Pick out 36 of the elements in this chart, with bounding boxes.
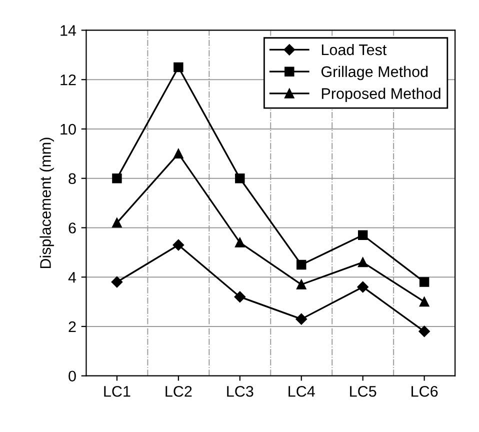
y-tick-label: 2 bbox=[68, 321, 76, 332]
x-tick-label: LC2 bbox=[166, 386, 192, 397]
point bbox=[296, 313, 307, 325]
x-tick-label: LC5 bbox=[350, 386, 376, 397]
legend-label: Proposed Method bbox=[322, 88, 440, 102]
point bbox=[234, 291, 246, 302]
y-tick-label: 8 bbox=[68, 173, 76, 184]
point bbox=[235, 238, 245, 248]
point bbox=[418, 326, 430, 338]
point bbox=[296, 280, 306, 290]
y-tick-label: 6 bbox=[68, 222, 76, 234]
point bbox=[419, 277, 430, 287]
point bbox=[419, 296, 430, 307]
point bbox=[174, 148, 184, 159]
point bbox=[172, 239, 184, 251]
point bbox=[174, 62, 184, 72]
point bbox=[112, 218, 122, 228]
point bbox=[111, 276, 123, 288]
x-tick-label: LC3 bbox=[227, 386, 254, 397]
y-tick-label: 14 bbox=[60, 25, 76, 36]
y-tick-label: 0 bbox=[68, 370, 76, 382]
y-tick-label: 10 bbox=[60, 124, 76, 135]
x-tick-label: LC4 bbox=[288, 386, 315, 397]
y-axis-title: Displacement (mm) bbox=[40, 138, 54, 268]
point bbox=[358, 230, 368, 240]
x-tick-label: LC1 bbox=[104, 386, 130, 397]
point bbox=[112, 173, 122, 184]
point bbox=[235, 173, 245, 184]
point bbox=[357, 281, 368, 293]
legend-label: Load Test bbox=[322, 44, 387, 56]
point bbox=[358, 257, 368, 268]
x-tick-label: LC6 bbox=[412, 386, 438, 397]
legend-label: Grillage Method bbox=[321, 66, 428, 80]
y-tick-label: 4 bbox=[68, 272, 76, 283]
y-tick-label: 12 bbox=[60, 74, 76, 86]
point bbox=[296, 260, 306, 270]
